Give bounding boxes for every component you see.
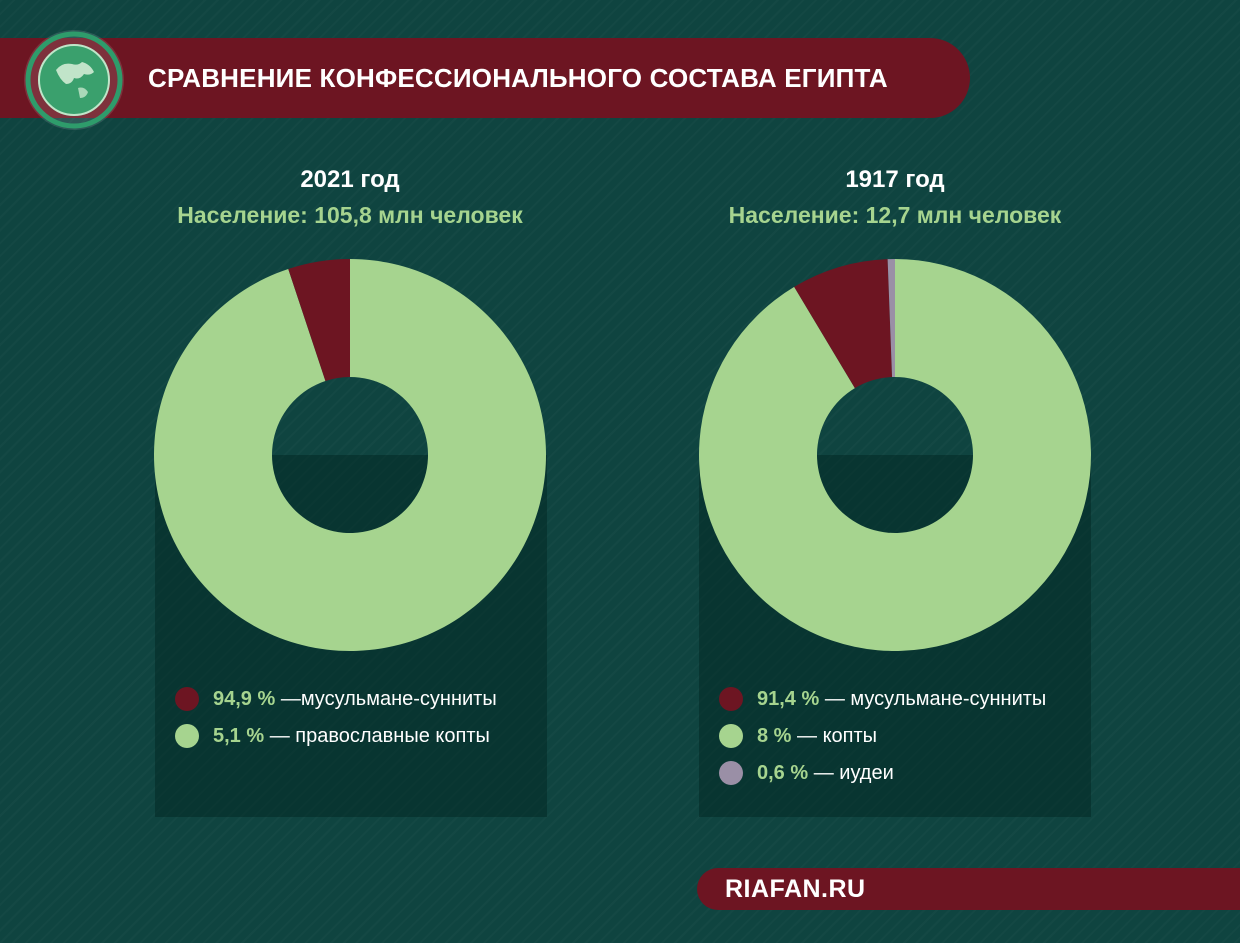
- page-title: СРАВНЕНИЕ КОНФЕССИОНАЛЬНОГО СОСТАВА ЕГИП…: [148, 63, 888, 93]
- legend-label: —мусульмане-сунниты: [275, 688, 497, 710]
- donut-slice-1-1: [794, 259, 893, 389]
- legend-label: — копты: [791, 725, 878, 747]
- footer-banner: [697, 868, 1240, 910]
- legend-label: — мусульмане-сунниты: [819, 688, 1047, 710]
- header-banner: [0, 38, 970, 118]
- legend-value: 8 %: [757, 725, 792, 747]
- donut-slice-1-2: [887, 259, 895, 378]
- legend-dot: [719, 761, 743, 785]
- brand-footer: RIAFAN.RU: [725, 875, 866, 903]
- legend-dot: [175, 724, 199, 748]
- legend-label: — иудеи: [808, 762, 894, 784]
- chart-1917-subtitle: Население: 12,7 млн человек: [728, 202, 1062, 228]
- legend-value: 91,4 %: [757, 688, 820, 710]
- legend-value: 0,6 %: [757, 762, 809, 784]
- chart-2021-subtitle: Население: 105,8 млн человек: [177, 202, 523, 228]
- donut-slice-1-0: [699, 259, 1091, 651]
- legend-dot: [719, 687, 743, 711]
- legend-dot: [719, 724, 743, 748]
- legend-value: 5,1 %: [213, 725, 265, 747]
- donut-slice-0-1: [288, 259, 350, 381]
- chart-2021-title: 2021 год: [300, 166, 400, 193]
- globe-logo-icon: [24, 30, 124, 130]
- chart-1917-title: 1917 год: [845, 166, 945, 193]
- donut-slice-0-0: [154, 259, 546, 651]
- legend-dot: [175, 687, 199, 711]
- legend-value: 94,9 %: [213, 688, 276, 710]
- chart-1917-donut: [699, 259, 1091, 651]
- legend-label: — православные копты: [264, 725, 490, 747]
- chart-2021-donut: [154, 259, 546, 651]
